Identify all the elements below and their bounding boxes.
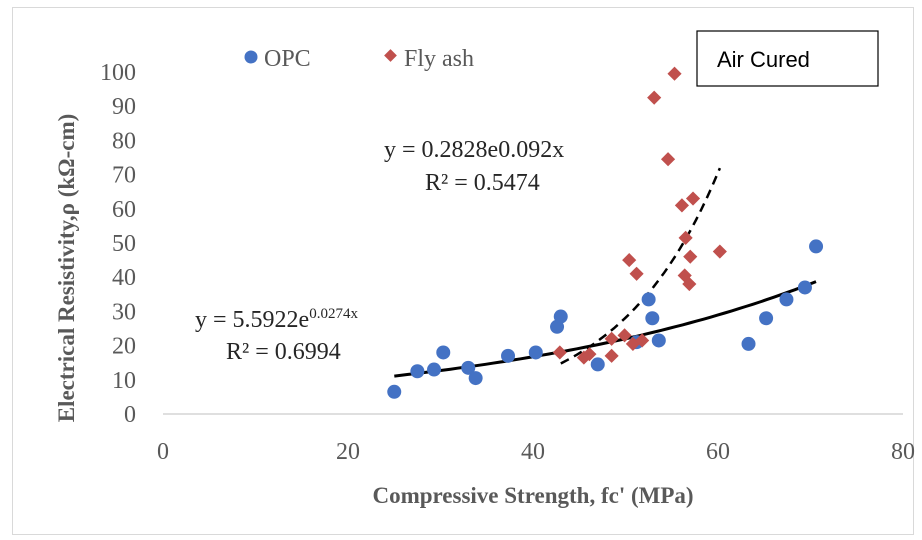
x-tick-label: 80 (891, 439, 915, 465)
r2-fly-ash: R² = 0.5474 (425, 170, 540, 196)
y-axis-ticks: 0 10 20 30 40 50 60 70 80 90 100 (100, 60, 136, 428)
annotation-box: Air Cured (696, 30, 879, 87)
annotation-box-label: Air Cured (717, 47, 810, 72)
y-tick-label: 0 (124, 402, 136, 428)
data-point-opc (468, 371, 483, 386)
y-tick-label: 10 (112, 368, 136, 394)
x-axis-ticks: 0 20 40 60 80 (157, 439, 915, 465)
equation-opc-exponent: 0.0274x (309, 306, 358, 322)
data-point-fly-ash (682, 276, 697, 292)
data-point-opc (651, 333, 666, 348)
data-point-fly-ash (604, 331, 619, 346)
data-point-opc (741, 336, 756, 351)
data-point-fly-ash (674, 198, 689, 213)
data-point-fly-ash (660, 152, 676, 167)
data-point-fly-ash (712, 244, 727, 259)
x-tick-label: 0 (157, 439, 169, 465)
y-tick-label: 80 (112, 128, 136, 154)
data-point-opc (461, 360, 476, 375)
data-point-fly-ash (552, 345, 567, 360)
trendline-fly-ash (560, 167, 722, 365)
annotation-box-border (696, 30, 879, 87)
r2-opc: R² = 0.6994 (226, 339, 341, 365)
data-point-fly-ash (622, 253, 637, 268)
y-tick-label: 70 (112, 163, 136, 189)
data-point-fly-ash (678, 230, 693, 245)
data-point-fly-ash (647, 90, 662, 105)
legend: OPC Fly ash (244, 46, 474, 72)
data-point-fly-ash (685, 191, 701, 206)
data-point-fly-ash (604, 348, 619, 363)
y-tick-label: 30 (112, 299, 136, 325)
data-point-opc (528, 345, 543, 360)
y-tick-label: 90 (112, 94, 136, 120)
y-tick-label: 20 (112, 334, 136, 360)
data-point-opc (797, 280, 812, 295)
data-point-fly-ash (617, 328, 632, 343)
data-point-fly-ash (683, 249, 698, 264)
y-tick-label: 100 (100, 60, 136, 86)
data-point-opc (410, 364, 425, 379)
legend-marker-fly-ash (384, 49, 397, 62)
data-point-fly-ash (582, 347, 597, 362)
equation-opc: y = 5.5922e0.0274x (195, 306, 358, 333)
x-axis-label: Compressive Strength, fc' (MPa) (372, 483, 693, 508)
data-point-opc (501, 348, 516, 363)
data-point-opc (436, 345, 451, 360)
y-tick-label: 40 (112, 265, 136, 291)
x-tick-label: 20 (336, 439, 360, 465)
data-point-fly-ash (667, 66, 682, 81)
chart-frame (12, 7, 914, 535)
data-point-opc (809, 239, 824, 254)
y-tick-label: 60 (112, 197, 136, 223)
trendline-opc (394, 280, 817, 378)
data-point-opc (553, 309, 568, 324)
x-tick-label: 40 (521, 439, 545, 465)
data-point-opc (759, 311, 774, 326)
series-fly-ash-points (552, 66, 727, 365)
data-point-fly-ash (629, 266, 644, 281)
y-tick-label: 50 (112, 231, 136, 257)
data-point-fly-ash (635, 333, 650, 348)
x-tick-label: 60 (706, 439, 730, 465)
data-point-opc (645, 311, 660, 326)
data-point-opc (779, 292, 794, 307)
data-point-opc (590, 357, 605, 372)
y-axis-label: Electrical Resistivity,ρ (kΩ-cm) (54, 114, 79, 423)
legend-marker-opc (244, 50, 258, 64)
data-point-opc (641, 292, 656, 307)
equation-opc-base: y = 5.5922e (195, 307, 309, 333)
data-point-opc (387, 384, 402, 399)
legend-label-fly-ash: Fly ash (404, 46, 474, 72)
data-point-opc (427, 362, 442, 377)
series-opc-points (387, 239, 824, 399)
legend-label-opc: OPC (264, 46, 311, 72)
equation-fly-ash: y = 0.2828e0.092x (384, 137, 564, 163)
